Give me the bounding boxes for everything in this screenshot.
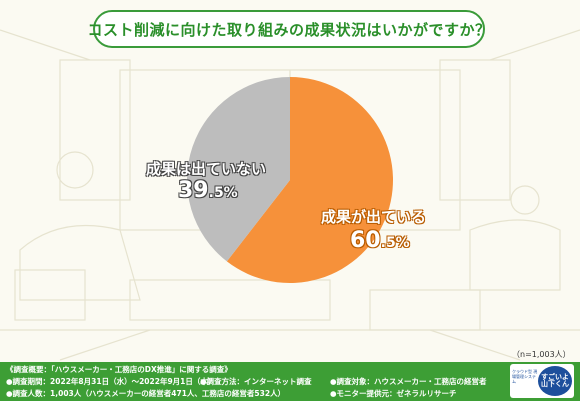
pie-slice-achieved: [226, 77, 393, 283]
logo-tagline: クラウド型 現場管理システム: [512, 369, 538, 384]
sample-size-note: （n=1,003人）: [512, 350, 571, 359]
survey-overview-title: 《調査概要：「ハウスメーカー・工務店のDX推進」に関する調査》: [6, 365, 232, 374]
logo-text-line1: すごいよ: [541, 372, 569, 381]
survey-target: ●調査対象：ハウスメーカー・工務店の経営者: [330, 377, 487, 386]
logo-text-line2: 山下くん: [541, 380, 569, 388]
survey-period: ●調査期間：2022年8月31日（水）〜2022年9月1日（木）: [6, 377, 216, 386]
survey-monitor: ●モニター提供元：ゼネラルリサーチ: [330, 389, 457, 398]
survey-footer: 《調査概要：「ハウスメーカー・工務店のDX推進」に関する調査》 ●調査期間：20…: [0, 362, 580, 401]
survey-count: ●調査人数：1,003人（ハウスメーカーの経営者471人、工務店の経営者532人…: [6, 389, 286, 398]
slice-value-achieved: 60.5%: [350, 228, 410, 253]
slice-label-not-achieved: 成果は出ていない: [146, 160, 267, 178]
chart-title: コスト削減に向けた取り組みの成果状況はいかがですか？: [87, 20, 491, 39]
brand-logo: クラウド型 現場管理システム すごいよ 山下くん: [510, 364, 574, 398]
survey-method: ●調査方法：インターネット調査: [200, 377, 312, 386]
slice-label-achieved: 成果が出ている: [321, 208, 427, 226]
chart-title-box: コスト削減に向けた取り組みの成果状況はいかがですか？: [88, 10, 490, 48]
pie-slice-not-achieved: [187, 77, 290, 262]
logo-mark: すごいよ 山下くん: [538, 366, 572, 396]
slice-value-not-achieved: 39.5%: [178, 178, 238, 203]
